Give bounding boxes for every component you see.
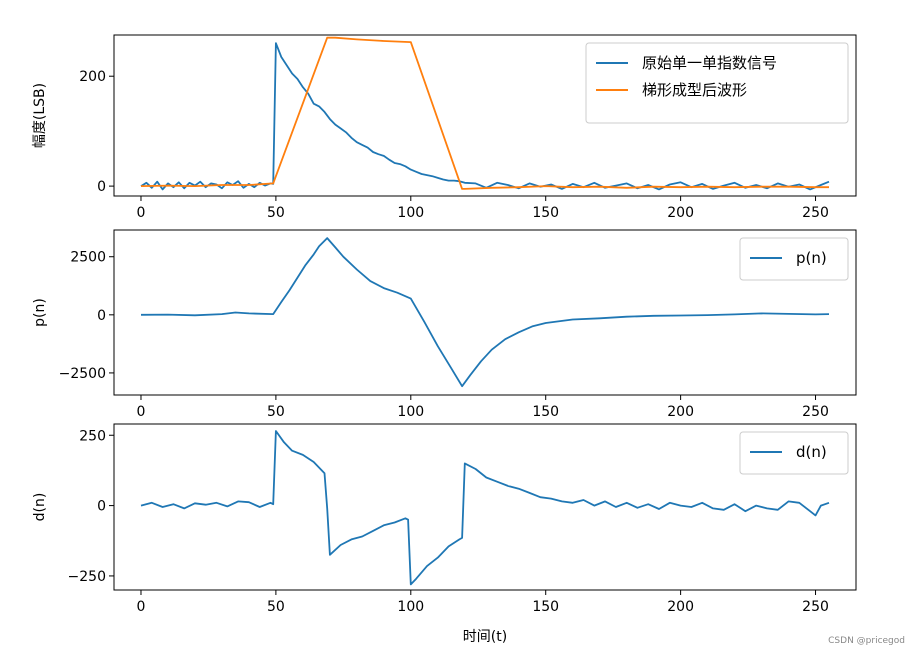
- subplot-1: 0 50 100 150 200 250 0 200 幅度(LSB) 原始单一单指数信号梯形成型后…: [32, 34, 857, 221]
- y-tick-label: −2500: [59, 366, 106, 382]
- x-tick-label: 250: [802, 599, 829, 615]
- subplot-3: 0 50 100 150 200 250 250 0 −250 d(n) d(n): [32, 423, 857, 615]
- legend-box: [739, 431, 849, 475]
- y-axis-label: d(n): [32, 493, 48, 522]
- axes-frame: [113, 229, 857, 396]
- x-tick-label: 100: [397, 205, 424, 221]
- x-tick-label: 250: [802, 404, 829, 420]
- subplot-2: 0 50 100 150 200 250 2500 0 −2500 p(n) p(n): [32, 229, 857, 420]
- x-tick-label: 150: [532, 205, 559, 221]
- x-tick-label: 200: [667, 599, 694, 615]
- series-line-2: [140, 36, 829, 190]
- y-tick-label: 200: [79, 69, 106, 85]
- axes-frame: [113, 423, 857, 591]
- x-tick-label: 250: [802, 205, 829, 221]
- legend-label-1: p(n): [796, 249, 827, 267]
- x-tick-label: 200: [667, 205, 694, 221]
- series-line-1: [140, 237, 830, 388]
- x-tick-label: 0: [137, 599, 146, 615]
- x-tick-label: 200: [667, 404, 694, 420]
- y-tick-label: 0: [97, 308, 106, 324]
- legend-label-2: 梯形成型后波形: [642, 81, 747, 99]
- legend-label-1: 原始单一单指数信号: [642, 54, 777, 72]
- watermark: CSDN @pricegod: [828, 636, 905, 646]
- legend-label-1: d(n): [796, 443, 827, 461]
- x-tick-label: 0: [137, 205, 146, 221]
- x-tick-label: 150: [532, 599, 559, 615]
- y-tick-label: 2500: [70, 250, 106, 266]
- y-tick-label: 0: [97, 499, 106, 515]
- legend-box: [585, 42, 849, 124]
- x-tick-label: 100: [397, 404, 424, 420]
- x-tick-label: 150: [532, 404, 559, 420]
- legend-box: [739, 237, 849, 281]
- x-tick-label: 50: [267, 205, 285, 221]
- axes-frame: [113, 34, 857, 197]
- y-tick-label: 0: [97, 179, 106, 195]
- series-line-1: [140, 430, 830, 586]
- y-tick-label: −250: [68, 569, 106, 585]
- x-tick-label: 50: [267, 599, 285, 615]
- y-axis-label: 幅度(LSB): [32, 83, 48, 148]
- series-line-1: [140, 42, 830, 191]
- y-tick-label: 250: [79, 428, 106, 444]
- x-tick-label: 100: [397, 599, 424, 615]
- x-tick-label: 50: [267, 404, 285, 420]
- x-axis-label: 时间(t): [463, 629, 507, 645]
- y-axis-label: p(n): [32, 298, 48, 327]
- x-tick-label: 0: [137, 404, 146, 420]
